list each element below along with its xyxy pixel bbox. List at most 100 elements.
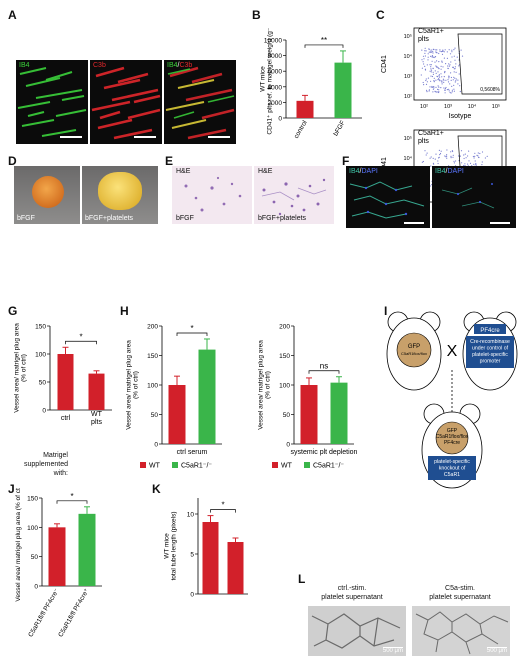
legend-label-wt: WT [281,463,293,470]
y-tick-label: 0 [154,442,158,449]
flow-event [422,160,424,163]
flow-event [457,155,460,157]
flow-event [429,86,431,88]
he-cells [261,178,327,216]
flow-event [435,79,437,81]
flow-event [439,50,441,52]
flow-event [430,69,433,71]
y-axis-label: CD41 [381,55,388,73]
bar [168,385,186,444]
flow-event [445,156,447,158]
flow-event [435,65,437,67]
he-image-bfgf-platelets: H&E bFGF+platelets [254,166,334,224]
flow-event [453,76,455,78]
flow-event [430,80,432,82]
bar [334,62,352,118]
x-tick-label: 10³ [444,104,452,110]
tube-caption-c5a: C5a-stim. platelet supernatant [429,585,491,601]
he-title-right: H&E [258,168,273,175]
flow-event [446,149,448,151]
scale-bar [208,136,230,138]
flow-event [438,75,440,77]
flow-event [457,79,459,81]
flow-event [440,51,442,53]
flow-event [432,71,434,73]
y-tick-label: 150 [35,324,46,331]
flow-event [448,49,450,51]
flow-event [454,59,456,61]
flow-event [429,64,431,66]
flow-event [443,87,445,89]
flow-event [437,91,439,93]
flow-event [425,50,427,52]
y-axis-label: WT micetotal tube length (pixels) [163,511,177,580]
flow-event [438,74,440,76]
flow-event [430,49,432,51]
flow-event [467,163,469,165]
flow-event [473,157,475,159]
flow-event [447,81,450,83]
flow-event [429,70,431,72]
flow-event [451,51,453,53]
flow-event [440,150,442,152]
flow-event [432,88,434,90]
flow-event [467,155,469,157]
bar [300,385,318,444]
flow-event [455,160,457,162]
flow-event [443,51,445,53]
flow-event [486,155,488,157]
y-tick-label: 10² [404,94,412,100]
flow-event [436,66,438,68]
flow-event [461,55,464,57]
flow-event [421,49,423,51]
flow-event [434,70,436,72]
flow-event [469,162,472,164]
flow-event [424,150,426,152]
y-tick-label: 100 [147,383,158,390]
flow-event [432,157,434,159]
category-label: ctrl [61,415,71,422]
plug-photo-bfgf: bFGF [14,166,80,224]
flow-event [438,52,440,55]
scale-bar [134,136,156,138]
flow-event [433,77,435,79]
mouse2-description: platelet-specific [472,352,508,358]
flow-event [450,151,452,153]
matrigel-plug [32,176,64,208]
flow-event [440,68,442,70]
y-tick-label: 4000 [268,84,283,91]
mouse-knockout [421,403,483,489]
y-tick-label: 5 [190,552,194,559]
flow-event [450,79,452,81]
flow-event [436,75,438,77]
mouse2-description: under control of [472,346,509,352]
flow-event [439,80,441,82]
y-tick-label: 2000 [268,100,283,107]
tube-image-ctrl: 500 μm [308,606,406,656]
flow-event [459,90,461,93]
flow-event [430,66,432,68]
flow-event [431,51,433,53]
bar [296,100,314,118]
y-tick-label: 10 [187,512,195,519]
flow-event [442,78,444,80]
flow-event [458,73,460,75]
flow-event [450,157,452,159]
flow-event [426,152,428,154]
ib4-signal [17,67,87,137]
flow-event [431,60,433,62]
flow-event [456,56,458,58]
ib4-dapi-signal [441,183,495,209]
flow-event [474,152,476,154]
panel-label-d: D [8,154,17,168]
flow-event [452,154,454,156]
legend-swatch-ko [304,462,310,468]
cross-symbol: X [447,343,458,360]
flow-event [423,58,425,60]
flow-event [429,157,431,159]
panel-label-l: L [298,572,306,586]
gate-label: C5aR1+ plts [418,28,444,43]
x-tick-label: 10⁵ [492,103,500,110]
flow-event [426,64,428,66]
flow-event [475,162,477,165]
